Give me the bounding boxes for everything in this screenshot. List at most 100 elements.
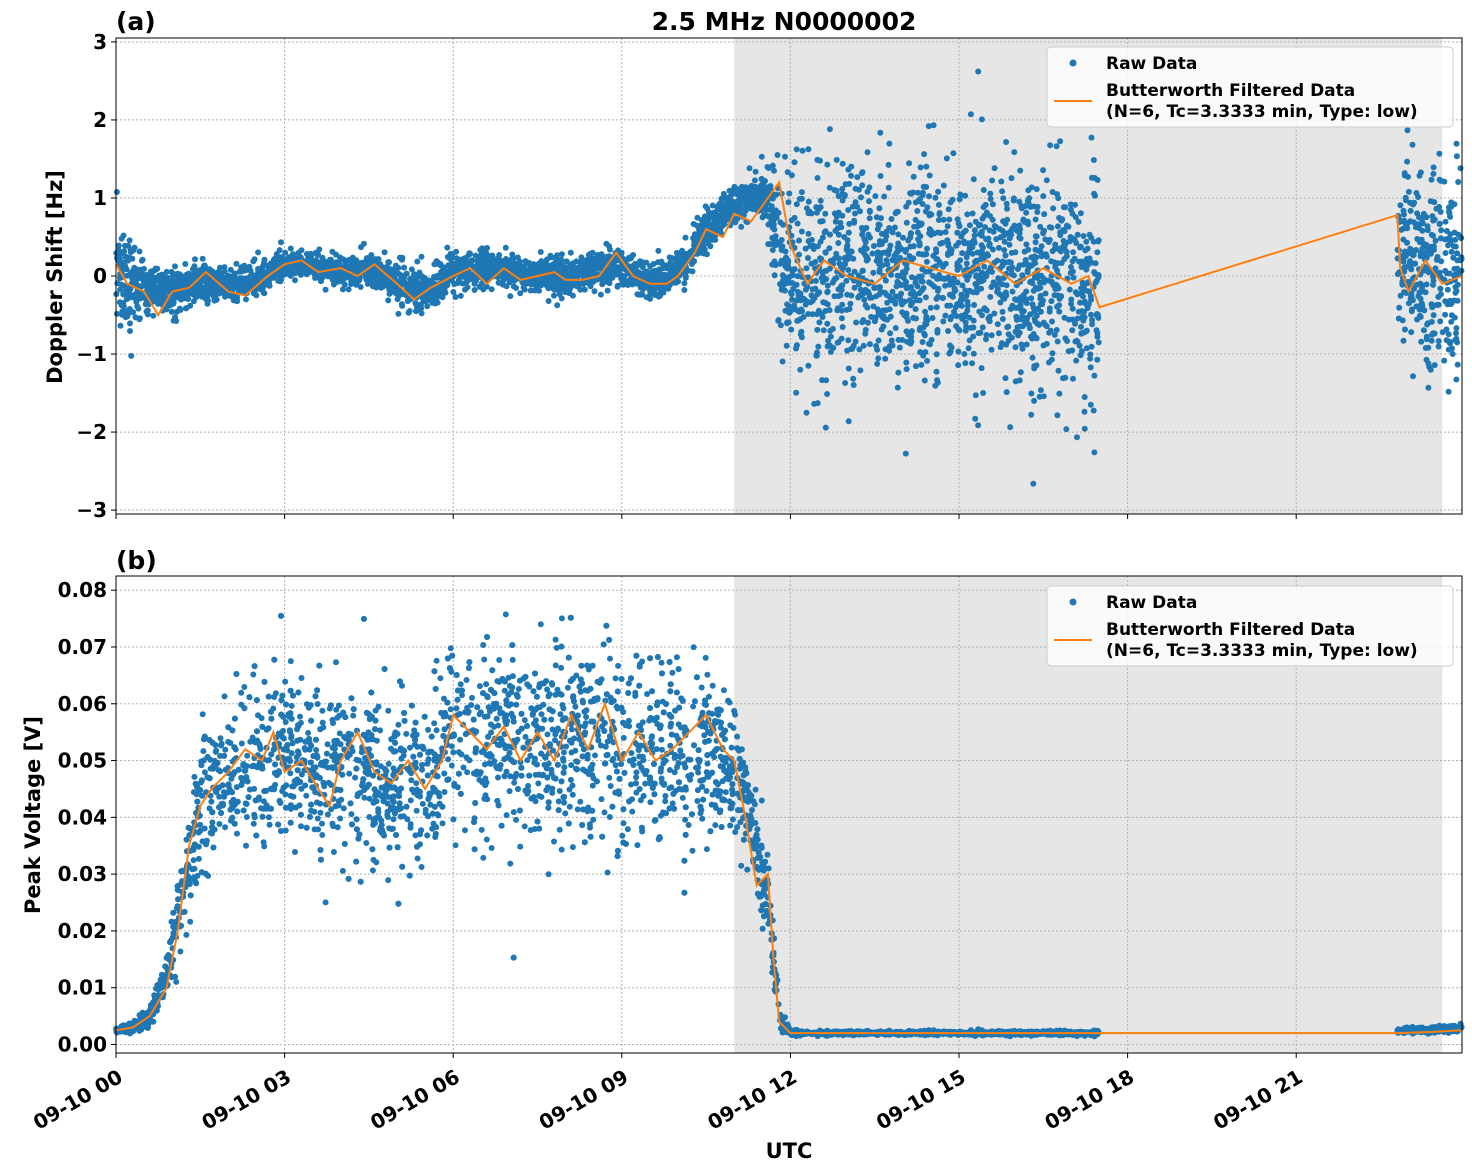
a-raw-point <box>814 175 821 181</box>
a-raw-point <box>971 227 978 234</box>
a-raw-point <box>495 279 502 286</box>
a-raw-point <box>564 264 571 271</box>
a-raw-point <box>476 253 483 260</box>
a-raw-point <box>1397 292 1404 299</box>
a-raw-point <box>882 277 889 284</box>
a-raw-point <box>556 291 563 298</box>
a-raw-point <box>879 262 886 269</box>
a-raw-point <box>758 176 765 182</box>
a-raw-point <box>143 308 150 315</box>
a-raw-point <box>967 324 974 331</box>
a-raw-point <box>1445 388 1452 395</box>
a-raw-point <box>1016 198 1023 205</box>
a-raw-point <box>1405 188 1412 195</box>
a-raw-point <box>521 266 528 273</box>
a-raw-point <box>673 249 680 256</box>
a-raw-point <box>222 293 229 300</box>
a-raw-point <box>255 249 262 256</box>
a-raw-point <box>885 161 892 168</box>
a-raw-point <box>739 198 746 205</box>
a-raw-point <box>924 357 931 364</box>
a-raw-point <box>994 321 1001 328</box>
a-raw-point <box>777 219 784 226</box>
a-raw-point <box>227 266 234 273</box>
a-raw-point <box>659 274 665 281</box>
a-raw-point <box>942 282 949 289</box>
a-raw-point <box>471 280 478 287</box>
a-raw-point <box>822 249 829 256</box>
a-raw-point <box>999 316 1006 322</box>
a-raw-point <box>1017 369 1024 376</box>
a-raw-point <box>1003 389 1010 396</box>
a-ytick-label: 2 <box>93 108 107 132</box>
a-raw-point <box>1070 249 1077 256</box>
a-raw-point <box>855 294 862 301</box>
a-raw-point <box>681 287 688 293</box>
a-raw-point <box>796 237 802 244</box>
a-raw-point <box>972 218 979 225</box>
a-raw-point <box>839 324 846 330</box>
a-raw-point <box>891 224 898 231</box>
a-raw-point <box>805 362 812 369</box>
a-raw-point <box>1416 172 1423 179</box>
a-raw-point <box>139 256 146 263</box>
a-raw-point <box>127 246 134 253</box>
a-raw-point <box>353 281 360 288</box>
a-raw-point <box>148 271 155 278</box>
a-raw-point <box>949 293 956 300</box>
a-raw-point <box>909 274 915 281</box>
a-raw-point <box>1430 330 1437 337</box>
a-raw-point <box>876 241 883 248</box>
a-raw-point <box>857 208 863 215</box>
a-raw-point <box>450 289 457 295</box>
panel-a-legend-raw-label: Raw Data <box>1106 54 1197 74</box>
a-raw-point <box>1078 348 1085 355</box>
a-raw-point <box>316 246 323 253</box>
a-raw-point <box>936 210 943 216</box>
a-raw-point <box>926 172 933 179</box>
a-raw-point <box>791 302 798 309</box>
a-raw-point <box>1430 170 1437 177</box>
a-raw-point <box>1067 206 1074 213</box>
a-raw-point <box>870 243 877 249</box>
a-raw-point <box>1436 176 1443 183</box>
a-raw-point <box>849 203 856 210</box>
a-raw-point <box>1046 305 1053 312</box>
a-raw-point <box>768 203 775 210</box>
a-raw-point <box>1419 285 1425 292</box>
a-raw-point <box>969 210 976 217</box>
a-raw-point <box>969 250 976 257</box>
a-raw-point <box>856 346 863 353</box>
a-raw-point <box>503 274 510 281</box>
a-raw-point <box>834 307 841 314</box>
a-raw-point <box>1043 177 1050 184</box>
a-raw-point <box>701 216 708 223</box>
a-raw-point <box>414 258 421 265</box>
a-raw-point <box>1025 321 1032 328</box>
a-raw-point <box>933 304 940 311</box>
a-raw-point <box>558 251 565 258</box>
a-raw-point <box>1057 138 1064 145</box>
a-raw-point <box>956 327 963 334</box>
a-raw-point <box>136 316 143 323</box>
a-raw-point <box>895 369 902 376</box>
a-raw-point <box>844 237 851 244</box>
a-raw-point <box>981 212 988 219</box>
a-raw-point <box>1040 193 1047 200</box>
a-raw-point <box>649 277 655 284</box>
a-raw-point <box>839 301 846 308</box>
a-raw-point <box>1442 311 1449 318</box>
a-raw-point <box>730 190 737 197</box>
a-raw-point <box>893 209 900 216</box>
a-raw-point <box>1007 424 1014 431</box>
a-raw-point <box>1002 252 1009 259</box>
a-raw-point <box>759 214 766 221</box>
a-raw-point <box>1023 241 1030 248</box>
a-raw-point <box>823 377 830 384</box>
a-raw-point <box>1068 296 1075 303</box>
a-raw-point <box>793 389 800 396</box>
a-raw-point <box>993 224 999 230</box>
a-raw-point <box>972 392 979 399</box>
a-raw-point <box>803 298 810 304</box>
a-raw-point <box>173 318 180 324</box>
